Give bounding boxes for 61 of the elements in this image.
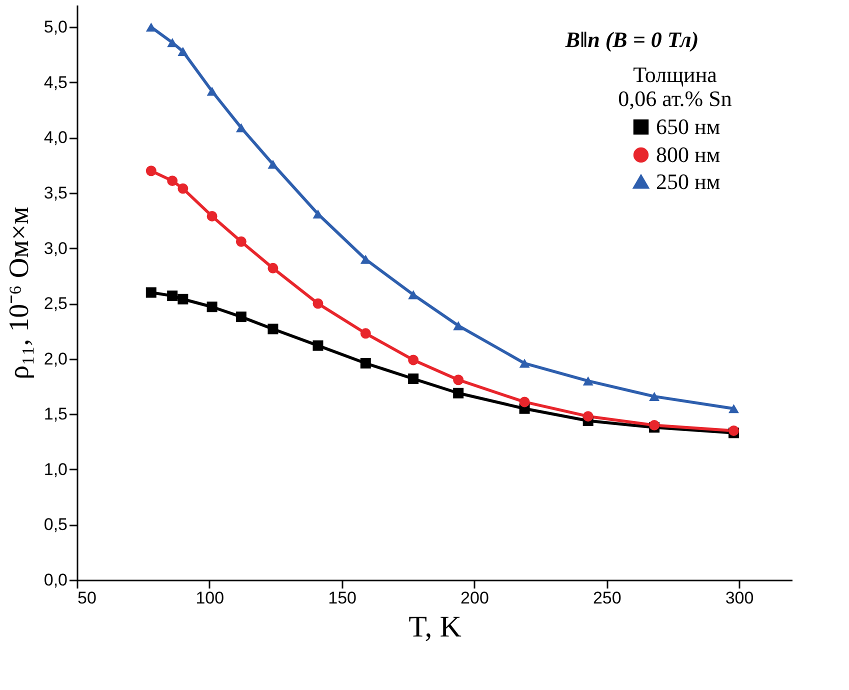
point bbox=[453, 374, 464, 386]
point bbox=[408, 354, 419, 366]
x-tick-label: 300 bbox=[725, 588, 754, 608]
point bbox=[312, 340, 324, 351]
point bbox=[178, 46, 188, 56]
text: 0,06 ат.% Sn bbox=[618, 86, 732, 111]
point bbox=[649, 392, 660, 401]
point bbox=[408, 374, 419, 384]
x-axis-title: T, K bbox=[408, 610, 462, 644]
y-tick-label: 0,5 bbox=[44, 515, 68, 534]
y-tick-label: 2,0 bbox=[44, 349, 68, 368]
point bbox=[178, 183, 188, 194]
y-tick-label: 4,5 bbox=[44, 72, 68, 92]
y-tick-label: 3,0 bbox=[44, 238, 68, 258]
point bbox=[312, 298, 324, 309]
point bbox=[408, 290, 419, 300]
y-tick-label: 0,0 bbox=[44, 570, 68, 590]
point bbox=[519, 396, 530, 408]
point bbox=[146, 22, 156, 32]
annotation: B‖n (B = 0 Тл) bbox=[564, 27, 699, 52]
point bbox=[519, 358, 530, 368]
point bbox=[236, 123, 246, 132]
y-tick-label: 4,0 bbox=[44, 128, 68, 148]
legend-label: 800 нм bbox=[656, 142, 720, 167]
point bbox=[236, 236, 246, 247]
x-tick-label: 150 bbox=[328, 588, 356, 608]
x-tick-label: 100 bbox=[196, 588, 224, 608]
point bbox=[268, 324, 278, 334]
legend-label: 250 нм bbox=[656, 169, 720, 194]
y-tick-label: 1,5 bbox=[44, 404, 68, 424]
text: Толщина bbox=[633, 62, 717, 87]
x-tick-label: 50 bbox=[78, 588, 96, 608]
x-tick-label: 200 bbox=[460, 588, 489, 608]
point bbox=[167, 290, 178, 302]
point bbox=[649, 420, 660, 430]
legend-label: 650 нм bbox=[656, 114, 720, 139]
point bbox=[453, 321, 464, 330]
y-tick-label: 2,5 bbox=[44, 294, 68, 314]
y-axis-title: ρ₁₁, 10⁻⁶ Ом×м bbox=[4, 206, 35, 380]
point bbox=[268, 160, 278, 169]
point bbox=[453, 388, 464, 398]
point bbox=[728, 425, 739, 436]
point bbox=[206, 302, 218, 312]
point bbox=[582, 411, 594, 422]
point bbox=[236, 312, 246, 322]
point bbox=[146, 166, 156, 176]
point bbox=[146, 287, 156, 298]
y-tick-label: 5,0 bbox=[44, 18, 68, 37]
point bbox=[360, 254, 371, 264]
point bbox=[728, 404, 739, 414]
point bbox=[178, 294, 188, 304]
y-tick-label: 1,0 bbox=[44, 460, 68, 479]
y-tick-label: 3,5 bbox=[44, 183, 68, 202]
x-tick-label: 250 bbox=[592, 588, 622, 608]
point bbox=[268, 262, 278, 274]
point bbox=[206, 86, 218, 96]
point bbox=[167, 176, 178, 186]
point bbox=[206, 210, 218, 222]
point bbox=[360, 328, 371, 339]
point bbox=[582, 376, 594, 386]
point bbox=[360, 358, 371, 369]
